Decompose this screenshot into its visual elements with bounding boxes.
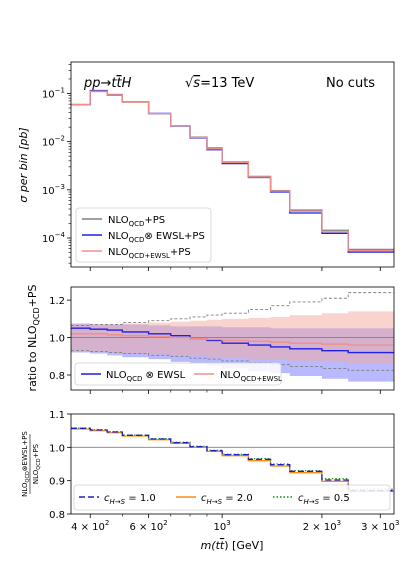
ratio-line-c20 — [71, 428, 394, 492]
ratio-line-nlo_qcd_plus_ewsl_ps — [71, 333, 394, 346]
y-tick-label: 1.0 — [49, 334, 65, 345]
y-tick-label: 1.0 — [49, 443, 65, 454]
y-tick-label: 10−3 — [42, 183, 65, 197]
bottom-legend: cH→S = 1.0 cH→S = 2.0 cH→S = 0.5 — [73, 484, 391, 511]
top-x-ticks — [89, 267, 381, 271]
middle-panel-series — [71, 292, 394, 371]
legend-label-c10: cH→S = 1.0 — [104, 493, 156, 506]
bottom-y-label-denominator: NLOQCD+PS — [32, 443, 42, 484]
y-tick-label: 1.1 — [49, 410, 65, 421]
bottom-panel-series — [71, 427, 394, 492]
top-y-axis-label: σ per bin [pb] — [17, 127, 30, 202]
legend-label-ratio-ewsl: NLOQCD ⊗ EWSL — [106, 370, 186, 383]
cuts-label: No cuts — [326, 76, 375, 91]
process-tbar: t — [117, 76, 123, 91]
nlo-qcd-ps-lower-envelope — [71, 350, 394, 371]
bottom-x-axis: 4 × 102 6 × 102 103 2 × 103 3 × 103 — [71, 514, 399, 533]
bottom-y-axis-label: NLOQCD⊗EWSL+PS NLOQCD+PS — [21, 431, 42, 497]
legend-label-nlo-qcd-x-ewsl-ps: NLOQCD⊗ EWSL+PS — [108, 231, 205, 244]
ratio-line-c05 — [71, 427, 394, 490]
middle-legend: NLOQCD ⊗ EWSL NLOQCD+EWSL — [74, 362, 282, 386]
bottom-panel: 0.8 0.9 1.0 1.1 4 × 102 6 × 102 103 2 × 103 3 ×… — [21, 410, 399, 552]
sqrt-s-var: s — [193, 76, 200, 91]
bottom-legend-box — [73, 484, 391, 511]
y-tick-label: 10−4 — [42, 231, 66, 245]
top-legend: NLOQCD+PS NLOQCD⊗ EWSL+PS NLOQCD+EWSL+PS — [75, 207, 212, 263]
top-panel-frame — [70, 61, 395, 268]
x-tick-label: 103 — [214, 519, 231, 533]
legend-label-ratio-plus-ewsl: NLOQCD+EWSL — [220, 370, 282, 383]
bottom-y-axis: 0.8 0.9 1.0 1.1 — [49, 410, 71, 521]
x-tick-label: 3 × 103 — [361, 519, 399, 533]
legend-label-nlo-qcd-ps: NLOQCD+PS — [108, 215, 165, 228]
y-tick-label: 0.8 — [49, 510, 65, 521]
ratio-line-c10 — [71, 427, 394, 492]
top-panel: 10−1 10−2 10−3 10−4 pp→ttH √s=13 TeV No cut… — [17, 61, 395, 271]
middle-y-axis-label: ratio to NLOQCD+PS — [26, 285, 41, 392]
top-legend-box — [75, 207, 212, 263]
energy-label: √s=13 TeV — [185, 76, 254, 91]
sqrt-symbol: √ — [185, 76, 194, 91]
middle-y-axis: 0.8 1.0 1.2 — [49, 296, 71, 382]
legend-label-c05: cH→S = 0.5 — [298, 493, 350, 506]
nlo-qcd-ps-upper-envelope — [71, 292, 394, 326]
legend-label-nlo-qcd-plus-ewsl-ps: NLOQCD+EWSL+PS — [108, 247, 191, 260]
bottom-y-label-numerator: NLOQCD⊗EWSL+PS — [21, 431, 31, 497]
x-axis-label: m(tt) [GeV] — [201, 539, 264, 552]
middle-panel-frame — [70, 286, 395, 391]
chart-header: pp→ttH √s=13 TeV No cuts — [83, 76, 375, 91]
middle-x-ticks — [89, 390, 381, 394]
y-tick-label: 10−2 — [42, 135, 65, 149]
y-tick-label: 0.8 — [49, 371, 65, 382]
top-y-axis: 10−1 10−2 10−3 10−4 — [42, 64, 71, 264]
y-tick-label: 1.2 — [49, 296, 65, 307]
y-tick-label: 10−1 — [42, 86, 65, 100]
bottom-panel-frame — [70, 413, 395, 515]
legend-label-c20: cH→S = 2.0 — [201, 493, 253, 506]
x-tick-label: 2 × 103 — [303, 519, 341, 533]
process-label: pp→ttH — [83, 76, 132, 91]
middle-panel: 0.8 1.0 1.2 ratio to NLOQCD+PS NLOQCD ⊗ EW… — [26, 285, 395, 394]
top-panel-series — [71, 89, 394, 253]
series-line-nlo_qcd_plus_ewsl_ps — [71, 90, 394, 252]
x-tick-label: 6 × 102 — [129, 519, 167, 533]
middle-legend-box — [74, 362, 282, 386]
x-tick-label: 4 × 102 — [71, 519, 109, 533]
y-tick-label: 0.9 — [49, 477, 65, 488]
